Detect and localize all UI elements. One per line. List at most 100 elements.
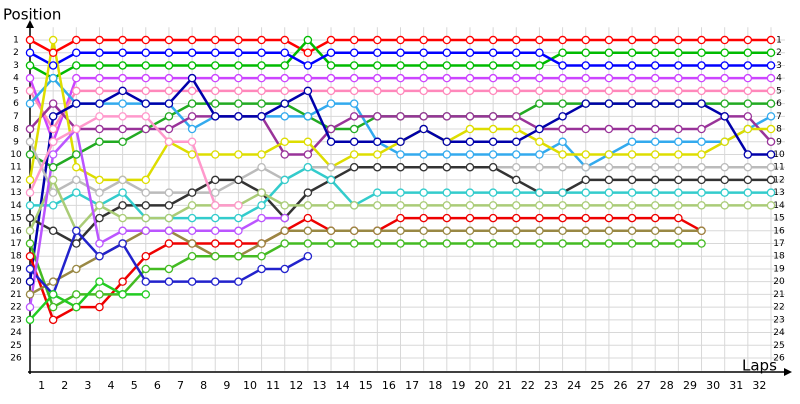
x-tick-label: 4 [108,379,115,392]
x-tick-label: 6 [154,379,161,392]
lap-point [488,213,498,223]
lap-point [48,315,58,325]
lap-point [465,124,475,134]
lap-point [396,213,405,223]
lap-point [234,61,243,70]
lap-point [442,162,452,172]
lap-point [210,277,220,286]
lap-point [558,86,567,96]
lap-point [25,264,35,274]
lap-point [72,73,81,83]
lap-point [766,162,776,172]
series-line [28,242,702,309]
lap-point [488,35,498,45]
lap-point [25,73,35,83]
lap-point [210,112,220,121]
lap-point [141,99,151,108]
lap-point [257,112,266,121]
x-tick-label: 21 [498,379,512,392]
lap-point [48,162,58,172]
lap-point [581,213,591,223]
x-axis-label: Laps [742,357,777,375]
lap-point [72,86,81,96]
lap-point [604,124,614,134]
lap-point [187,48,197,57]
lap-point [257,264,266,274]
lap-point [234,150,243,159]
lap-point [280,73,289,83]
lap-point [164,264,174,274]
lap-point [118,61,127,70]
lap-point [118,175,127,185]
y-tick-label: 19 [10,264,22,274]
lap-point [25,175,35,185]
lap-point [280,137,289,147]
lap-point [512,201,521,210]
lap-point [697,188,706,197]
lap-point [373,162,382,172]
lap-point [488,239,498,248]
y-tick-label: 17 [10,239,21,249]
lap-point [210,226,220,236]
lap-point [720,137,729,147]
lap-point [25,251,35,261]
lap-point [650,35,660,45]
lap-point [535,61,544,70]
lap-point [674,137,683,147]
lap-point [535,150,544,159]
lap-point [326,226,336,236]
lap-point [95,290,104,299]
lap-point [465,73,475,83]
lap-point [720,73,729,83]
lap-point [164,277,174,286]
lap-point [373,61,382,70]
lap-point [627,213,637,223]
lap-point [697,150,706,159]
x-tick-label: 14 [336,379,350,392]
x-tick-label: 17 [405,379,419,392]
lap-point [442,213,452,223]
lap-point [535,201,544,210]
y-tick-label-right: 16 [773,226,785,236]
lap-point [627,86,637,96]
lap-point [581,188,591,197]
lap-point [419,201,428,210]
lap-point [118,48,127,57]
lap-point [627,188,637,197]
y-tick-label: 9 [13,137,19,147]
lap-point [674,201,683,210]
lap-point [48,188,58,197]
lap-point [558,99,567,108]
lap-point [650,201,660,210]
y-tick-label-right: 12 [773,175,784,185]
lap-point [210,150,220,159]
y-tick-label: 1 [13,36,19,46]
lap-point [48,302,58,312]
lap-point [442,48,452,57]
lap-point [257,48,266,57]
lap-point [604,213,614,223]
lap-point [465,112,475,121]
lap-point [280,61,289,70]
lap-point [650,61,660,70]
lap-point [650,213,660,223]
y-tick-label-right: 8 [776,125,782,135]
lap-point [627,226,637,236]
lap-point [210,61,220,70]
lap-point [118,124,127,134]
lap-point [141,35,151,45]
lap-point [697,226,706,236]
lap-point [488,124,498,134]
lap-point [25,137,35,147]
lap-point [257,251,266,261]
y-tick-label: 6 [13,99,19,109]
lap-point [627,162,637,172]
lap-point [419,124,428,134]
lap-point [535,73,544,83]
y-tick-label: 25 [10,341,21,351]
lap-point [141,277,151,286]
lap-point [118,86,127,96]
lap-point [650,239,660,248]
lap-point [419,239,428,248]
lap-point [512,188,521,197]
